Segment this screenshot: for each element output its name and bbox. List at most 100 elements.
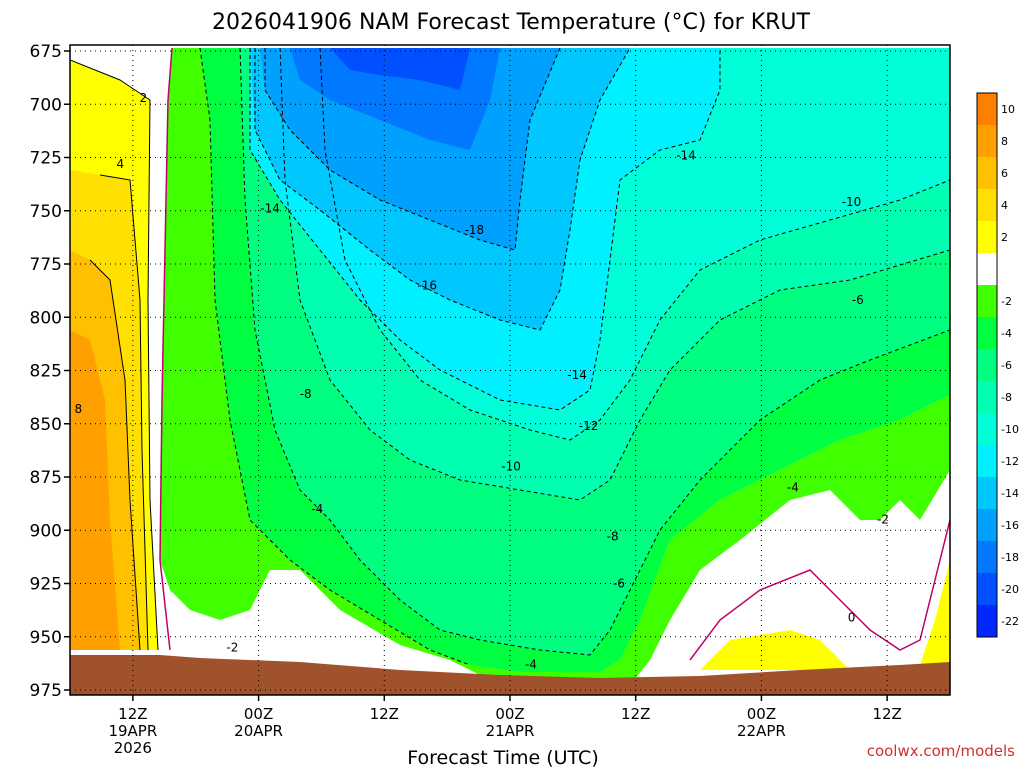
colorbar-label: -22	[1001, 615, 1019, 628]
colorbar-label: -14	[1001, 487, 1019, 500]
band-minus2-to-minus4	[160, 48, 950, 685]
contour-label: -6	[852, 293, 864, 307]
contour-label: -12	[579, 419, 599, 433]
contour-label: 2	[140, 91, 148, 105]
x-tick-label: 12Z	[621, 705, 650, 723]
x-tick-label: 00Z	[495, 705, 524, 723]
y-tick-label: 800	[30, 308, 62, 328]
colorbar-label: -16	[1001, 519, 1019, 532]
contour-label: 0	[848, 611, 856, 625]
colorbar-swatch	[977, 253, 997, 285]
colorbar-swatch	[977, 509, 997, 541]
colorbar-label: 10	[1001, 103, 1015, 116]
y-tick-label: 775	[30, 255, 62, 275]
colorbar-label: 8	[1001, 135, 1008, 148]
x-tick-label: 12Z	[872, 705, 901, 723]
colorbar-label: -18	[1001, 551, 1019, 564]
colorbar-swatch	[977, 413, 997, 445]
contour-label: -14	[567, 368, 587, 382]
colorbar-label: -8	[1001, 391, 1012, 404]
colorbar-label: -6	[1001, 359, 1012, 372]
colorbar-swatch	[977, 381, 997, 413]
colorbar-label: 4	[1001, 199, 1008, 212]
contour-label: 8	[75, 402, 83, 416]
contour-label: -10	[501, 459, 521, 473]
contour-label: -14	[676, 148, 696, 162]
band-warm-right-edge	[920, 560, 950, 665]
y-tick-label: 950	[30, 628, 62, 648]
contour-label: -10	[842, 195, 862, 209]
colorbar-swatch	[977, 93, 997, 125]
colorbar-swatch	[977, 125, 997, 157]
colorbar-label: -20	[1001, 583, 1019, 596]
plot-area: 2 4 8 -14 -18 -16 -8 -14 -12 -10 -4 -8 -6 -4 -2 -14 -10 -…	[70, 45, 950, 695]
colorbar-label: -12	[1001, 455, 1019, 468]
colorbar-label: -10	[1001, 423, 1019, 436]
colorbar: 10 8 6 4 2 -2 -4 -6 -8 -10 -12 -14 -16 -18 -20 -22	[976, 92, 1019, 638]
colorbar-swatch	[977, 189, 997, 221]
y-tick-label: 675	[30, 42, 62, 62]
x-tick-label: 19APR	[108, 722, 157, 740]
contour-label: -8	[300, 387, 312, 401]
colorbar-swatch	[977, 157, 997, 189]
y-axis: 675 700 725 750 775 800 825 850 875 900 925 950 975	[30, 42, 70, 701]
x-tick-label: 21APR	[486, 722, 535, 740]
y-tick-label: 700	[30, 95, 62, 115]
grid	[70, 45, 950, 695]
colorbar-swatch	[977, 285, 997, 317]
contour-label: -8	[607, 530, 619, 544]
y-tick-label: 850	[30, 415, 62, 435]
contour-label: -2	[226, 640, 238, 654]
y-tick-label: 825	[30, 362, 62, 382]
y-tick-label: 900	[30, 521, 62, 541]
x-tick-label: 2026	[114, 739, 152, 757]
colorbar-swatch	[977, 573, 997, 605]
x-tick-label: 12Z	[370, 705, 399, 723]
contour-label: -14	[260, 202, 280, 216]
colorbar-frame	[976, 92, 998, 638]
contour-label: -18	[465, 223, 485, 237]
x-tick-label: 22APR	[737, 722, 786, 740]
y-tick-label: 975	[30, 681, 62, 701]
x-tick-label: 12Z	[118, 705, 147, 723]
y-tick-label: 925	[30, 575, 62, 595]
y-tick-label: 875	[30, 468, 62, 488]
contour-label: -16	[417, 278, 437, 292]
colorbar-label: 2	[1001, 231, 1008, 244]
colorbar-swatch	[977, 605, 997, 637]
contour-label: -2	[877, 513, 889, 527]
colorbar-label: 6	[1001, 167, 1008, 180]
colorbar-swatch	[977, 349, 997, 381]
zero-contour	[159, 47, 950, 661]
contour-label: -4	[787, 481, 799, 495]
x-tick-label: 20APR	[234, 722, 283, 740]
colorbar-swatch	[977, 477, 997, 509]
y-tick-label: 750	[30, 202, 62, 222]
credit-text: coolwx.com/models	[867, 742, 1015, 760]
band-minus20-to-minus22	[330, 48, 470, 90]
x-tick-label: 00Z	[747, 705, 776, 723]
colorbar-swatch	[977, 317, 997, 349]
colorbar-swatch	[977, 221, 997, 253]
band-plus8-to-plus10	[70, 330, 120, 650]
x-axis-label: Forecast Time (UTC)	[407, 747, 598, 768]
contour-label: -6	[613, 577, 625, 591]
colorbar-swatch	[977, 541, 997, 573]
y-tick-label: 725	[30, 149, 62, 169]
band-warm-lower-right	[700, 630, 850, 670]
terrain	[70, 655, 950, 695]
colorbar-label: -4	[1001, 327, 1012, 340]
x-tick-label: 00Z	[244, 705, 273, 723]
contour-lines	[199, 47, 950, 666]
contour-label: 4	[116, 157, 124, 171]
chart-title: 2026041906 NAM Forecast Temperature (°C)…	[212, 10, 810, 35]
contour-label: -4	[525, 657, 537, 671]
colorbar-swatch	[977, 445, 997, 477]
band-minus6-to-minus8	[240, 48, 950, 655]
colorbar-label: -2	[1001, 295, 1012, 308]
contour-labels: 2 4 8 -14 -18 -16 -8 -14 -12 -10 -4 -8 -6 -4 -2 -14 -10 -…	[75, 91, 889, 672]
band-minus8-to-minus10	[280, 48, 950, 500]
contour-label: -4	[311, 502, 323, 516]
